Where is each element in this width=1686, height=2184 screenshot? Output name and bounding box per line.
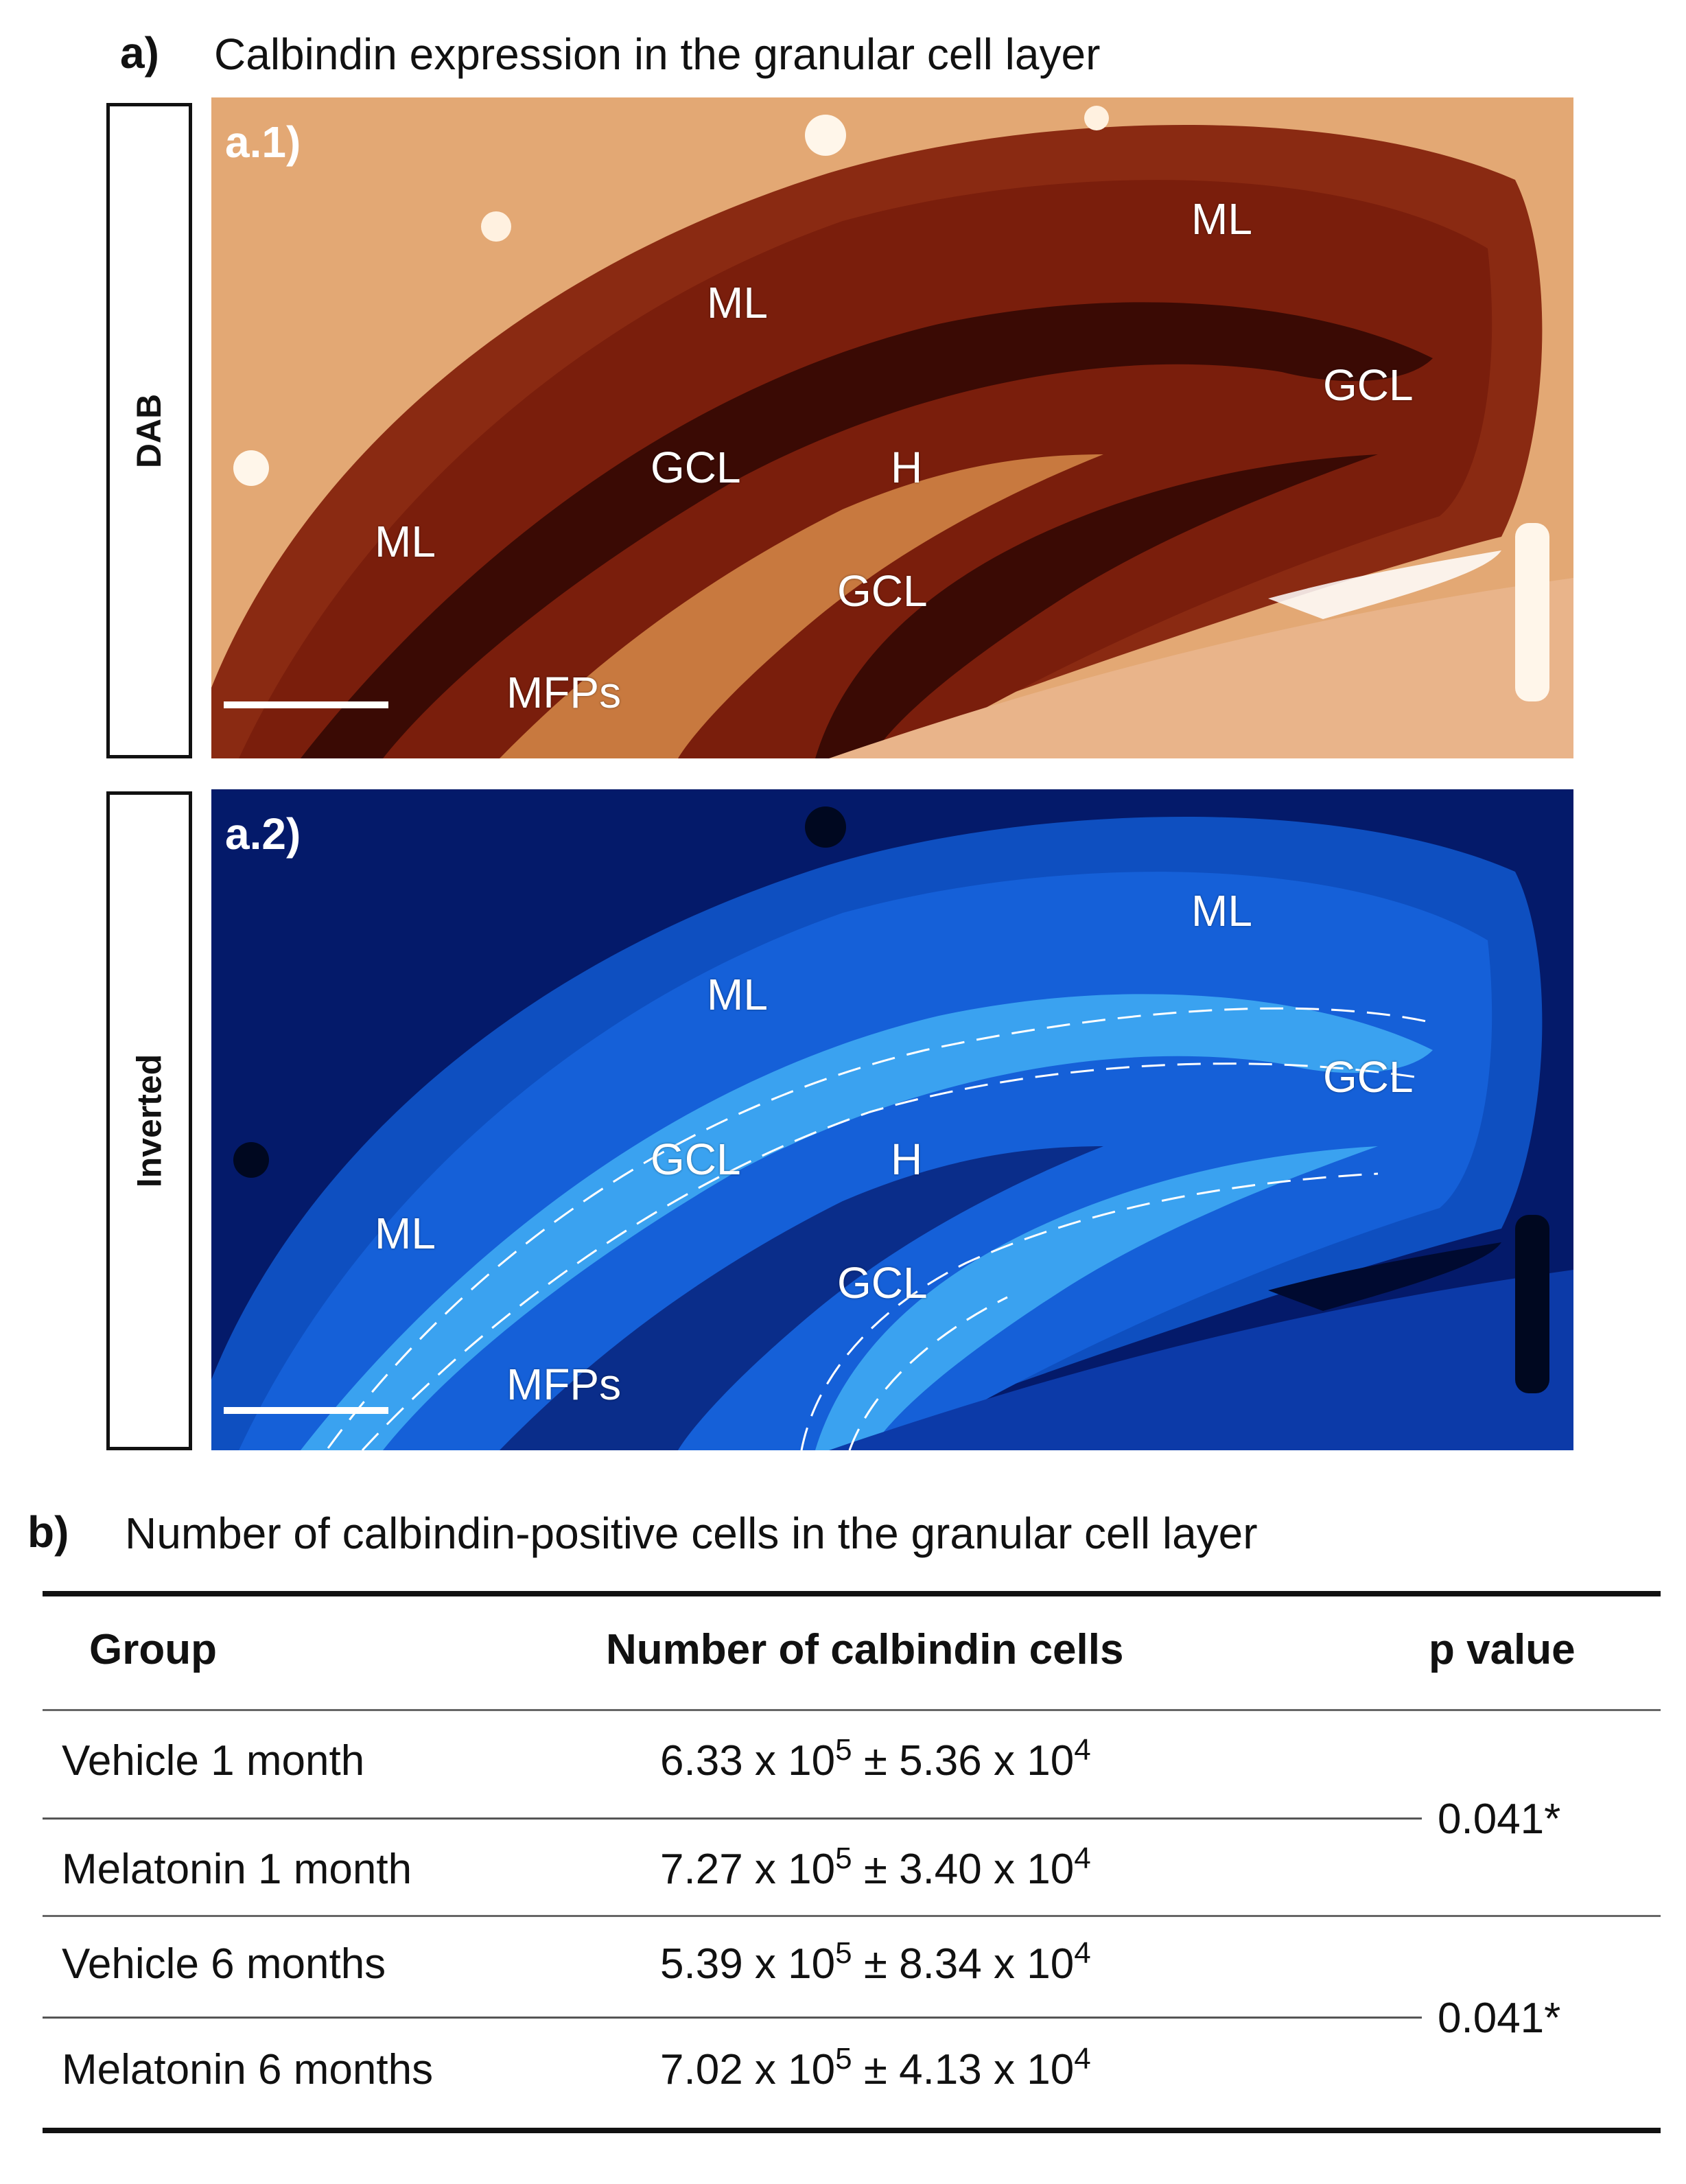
row-4-times: x 10 bbox=[754, 2046, 836, 2093]
table-header-rule bbox=[43, 1709, 1661, 1711]
label-gcl-mid: GCL bbox=[651, 443, 741, 492]
label-ml-mid: ML bbox=[707, 278, 768, 327]
row-3-mean-exp: 5 bbox=[835, 1936, 852, 1970]
row-3-times-2: x 10 bbox=[994, 1940, 1075, 1988]
label-ml-left: ML bbox=[375, 517, 436, 566]
row-1-divider bbox=[43, 1817, 1422, 1820]
panel-a-letter: a) bbox=[120, 28, 159, 78]
p-value-1: 0.041* bbox=[1438, 1796, 1561, 1843]
side-label-inverted: Inverted bbox=[130, 1054, 169, 1188]
header-p-value: p value bbox=[1429, 1626, 1576, 1673]
row-2-sd-exp: 4 bbox=[1074, 1842, 1091, 1875]
label-h: H bbox=[891, 443, 923, 492]
row-4-sd: 4.13 bbox=[899, 2046, 982, 2093]
group-divider bbox=[43, 1915, 1661, 1917]
row-4-mean: 7.02 bbox=[660, 2046, 743, 2093]
row-3-mean: 5.39 bbox=[660, 1940, 743, 1988]
label-h: H bbox=[891, 1135, 923, 1184]
panel-a-title: Calbindin expression in the granular cel… bbox=[214, 30, 1101, 79]
micrograph-inverted: a.2) ML ML GCL GCL H ML GCL MFPs bbox=[211, 789, 1573, 1450]
label-gcl-low: GCL bbox=[837, 1258, 928, 1308]
table-top-rule bbox=[43, 1591, 1661, 1596]
label-gcl-right: GCL bbox=[1323, 360, 1414, 410]
row-2-value: 7.27 x 105 ± 3.40 x 104 bbox=[660, 1842, 1091, 1894]
row-2-sd: 3.40 bbox=[899, 1846, 982, 1893]
panel-b-title: Number of calbindin-positive cells in th… bbox=[125, 1509, 1258, 1558]
row-3-pm: ± bbox=[863, 1940, 887, 1988]
label-ml-mid: ML bbox=[707, 970, 768, 1019]
row-4-mean-exp: 5 bbox=[835, 2042, 852, 2076]
micrograph-dab-drawing bbox=[211, 97, 1573, 758]
header-number: Number of calbindin cells bbox=[606, 1626, 1124, 1673]
row-4-group: Melatonin 6 months bbox=[62, 2046, 434, 2093]
micrograph-inverted-drawing bbox=[211, 789, 1573, 1450]
row-1-sd: 5.36 bbox=[899, 1737, 982, 1785]
scale-bar bbox=[224, 701, 388, 708]
label-gcl-right: GCL bbox=[1323, 1052, 1414, 1102]
side-label-box-dab: DAB bbox=[106, 103, 192, 758]
panel-b-letter: b) bbox=[27, 1507, 69, 1557]
row-3-divider bbox=[43, 2017, 1422, 2019]
row-3-times: x 10 bbox=[754, 1940, 836, 1988]
row-3-value: 5.39 x 105 ± 8.34 x 104 bbox=[660, 1938, 1091, 1988]
row-1-mean-exp: 5 bbox=[835, 1733, 852, 1767]
label-ml-top: ML bbox=[1191, 886, 1252, 936]
subpanel-tag-a2: a.2) bbox=[225, 809, 301, 859]
micrograph-dab: a.1) ML ML GCL GCL H ML GCL MFPs bbox=[211, 97, 1573, 758]
row-4-pm: ± bbox=[863, 2046, 887, 2093]
row-2-group: Melatonin 1 month bbox=[62, 1846, 412, 1893]
row-4-times-2: x 10 bbox=[994, 2046, 1075, 2093]
row-3-sd-exp: 4 bbox=[1074, 1936, 1091, 1970]
side-label-dab: DAB bbox=[130, 393, 169, 468]
header-group: Group bbox=[89, 1626, 217, 1673]
row-2-mean: 7.27 bbox=[660, 1846, 743, 1893]
row-1-times: x 10 bbox=[754, 1737, 836, 1785]
label-gcl-low: GCL bbox=[837, 566, 928, 616]
row-1-pm: ± bbox=[863, 1737, 887, 1785]
row-2-times: x 10 bbox=[754, 1846, 836, 1893]
label-mfps: MFPs bbox=[506, 668, 622, 717]
row-1-mean: 6.33 bbox=[660, 1737, 743, 1785]
row-2-mean-exp: 5 bbox=[835, 1842, 852, 1875]
row-1-sd-exp: 4 bbox=[1074, 1733, 1091, 1767]
p-value-2: 0.041* bbox=[1438, 1995, 1561, 2042]
label-mfps: MFPs bbox=[506, 1360, 622, 1409]
row-3-group: Vehicle 6 months bbox=[62, 1940, 386, 1988]
row-2-pm: ± bbox=[863, 1846, 887, 1893]
label-ml-top: ML bbox=[1191, 194, 1252, 244]
table-bottom-rule bbox=[43, 2128, 1661, 2133]
label-gcl-mid: GCL bbox=[651, 1135, 741, 1184]
row-1-times-2: x 10 bbox=[994, 1737, 1075, 1785]
row-2-times-2: x 10 bbox=[994, 1846, 1075, 1893]
row-1-group: Vehicle 1 month bbox=[62, 1737, 365, 1785]
subpanel-tag-a1: a.1) bbox=[225, 117, 301, 167]
label-ml-left: ML bbox=[375, 1209, 436, 1258]
row-3-sd: 8.34 bbox=[899, 1940, 982, 1988]
row-1-value: 6.33 x 105 ± 5.36 x 104 bbox=[660, 1733, 1091, 1785]
row-4-value: 7.02 x 105 ± 4.13 x 104 bbox=[660, 2042, 1091, 2094]
row-4-sd-exp: 4 bbox=[1074, 2042, 1091, 2076]
scale-bar bbox=[224, 1407, 388, 1414]
side-label-box-inverted: Inverted bbox=[106, 791, 192, 1450]
